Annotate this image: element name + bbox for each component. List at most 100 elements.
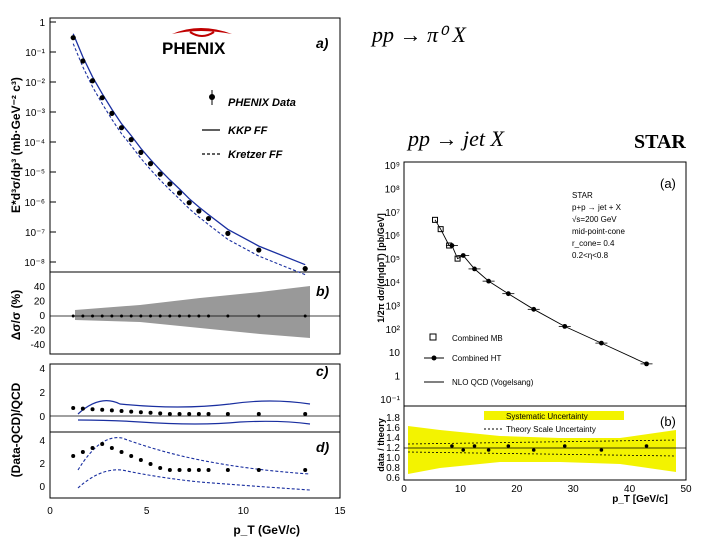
residual-d-point (177, 468, 182, 472)
phenix-data-point (147, 161, 154, 167)
ylabel-top: E*d³σ/dp³ (mb·GeV⁻² c³) (9, 77, 23, 213)
residual-d-point (187, 468, 192, 472)
ht-data-point (486, 278, 491, 284)
left-y-tick-d: 0 (39, 482, 45, 493)
right-y-tick-b: 1.2 (386, 443, 400, 454)
residual-c-point (100, 407, 105, 412)
left-y-tick-d: 2 (39, 459, 45, 470)
right-y-tick-b: 0.6 (386, 473, 400, 484)
residual-b-point (81, 314, 85, 318)
right-ylabel-bottom: data / theory (376, 418, 386, 472)
left-figure: PHENIX a) b) c) d) PHENIX Data KKP FF Kr… (9, 17, 341, 537)
left-y-tick-a: 10⁻⁶ (24, 198, 45, 209)
left-y-tick-c: 2 (39, 388, 45, 399)
residual-b-point (120, 314, 124, 318)
right-figure: (a) (b) 1/2π dσ/(dηdpT) [pb/GeV] data / … (376, 161, 687, 505)
systematic-band (408, 426, 676, 474)
phenix-data-point (196, 208, 202, 214)
left-x-tick: 0 (47, 506, 53, 517)
residual-c-point (196, 412, 201, 416)
residual-b-point (168, 314, 172, 318)
panel-label-b: b) (316, 283, 330, 299)
residual-d-point (119, 450, 124, 454)
ratio-point (599, 448, 604, 452)
right-x-tick: 30 (568, 484, 580, 495)
right-y-tick-a: 10³ (386, 301, 401, 312)
residual-d-point (256, 468, 261, 472)
ylabel-low: (Data-QCD)/QCD (9, 382, 23, 477)
info-line-4: r_cone= 0.4 (572, 239, 615, 248)
uncertainty-band-b (75, 286, 310, 338)
curve-d-upper (77, 437, 311, 475)
phenix-logo-text: PHENIX (162, 39, 226, 58)
right-panel-a-frame (403, 161, 687, 407)
residual-d-point (225, 468, 230, 472)
ratio-point (486, 448, 491, 452)
mb-data-point (454, 255, 461, 262)
residual-b-point (71, 314, 75, 318)
legend-theory-scale: Theory Scale Uncertainty (506, 425, 596, 434)
legend-combined-ht: Combined HT (452, 354, 501, 363)
residual-b-point (303, 314, 307, 318)
right-y-tick-a: 10² (386, 325, 401, 336)
right-x-tick: 50 (680, 484, 692, 495)
residual-b-point (178, 314, 182, 318)
right-panel-label-a: (a) (660, 176, 676, 191)
panel-b-frame (49, 271, 341, 355)
right-x-tick: 40 (624, 484, 636, 495)
residual-b-point (197, 314, 201, 318)
residual-d-point (206, 468, 211, 472)
residual-d-point (138, 458, 143, 462)
ratio-point (506, 444, 511, 448)
info-line-3: mid-point-cone (572, 227, 625, 236)
legend-band-swatch (484, 411, 624, 420)
ht-data-point (472, 266, 477, 272)
left-y-tick-b: 40 (34, 282, 46, 293)
info-line-5: 0.2<η<0.8 (572, 251, 609, 260)
residual-c-point (109, 408, 114, 413)
xlabel-left: p_T (GeV/c) (233, 523, 300, 537)
right-x-tick: 10 (455, 484, 467, 495)
right-y-tick-a: 10⁷ (385, 208, 400, 219)
residual-d-point (196, 468, 201, 472)
curve-d-lower (77, 469, 311, 491)
star-label: STAR (634, 131, 686, 153)
phenix-logo: PHENIX (162, 28, 232, 58)
left-x-tick: 15 (334, 506, 346, 517)
legend-kretzer: Kretzer FF (228, 149, 283, 161)
residual-c-point (167, 412, 172, 416)
residual-d-point (90, 446, 95, 450)
phenix-data-point (176, 190, 183, 196)
formula-jet: pp → jet X (406, 126, 505, 151)
ht-data-point (562, 323, 568, 329)
phenix-data-point (89, 78, 96, 84)
ratio-point (461, 448, 466, 452)
residual-c-point (158, 411, 163, 416)
phenix-data-point (205, 215, 212, 222)
star-info-box: STAR p+p → jet + X √s=200 GeV mid-point-… (572, 191, 625, 260)
left-y-tick-b: 20 (34, 297, 46, 308)
residual-c-point (187, 412, 192, 416)
right-y-tick-a: 10⁶ (385, 231, 400, 242)
phenix-data-point (138, 149, 144, 156)
formula-pi0: pp → π⁰ X (370, 22, 467, 47)
ratio-point (472, 444, 477, 448)
left-y-tick-d: 4 (39, 436, 45, 447)
curve-c-lower (77, 419, 311, 425)
residual-c-point (206, 412, 211, 416)
left-y-tick-a: 1 (39, 18, 45, 29)
left-legend: PHENIX Data KKP FF Kretzer FF (202, 90, 296, 161)
ylabel-mid: Δσ/σ (%) (9, 290, 23, 340)
left-y-tick-c: 4 (39, 364, 45, 375)
left-y-tick-b: -20 (31, 326, 46, 337)
ratio-point (562, 444, 567, 448)
residual-b-point (158, 314, 162, 318)
phenix-data-point (157, 171, 163, 177)
residual-b-point (91, 314, 95, 318)
curve-c-upper (77, 400, 311, 415)
right-x-tick: 20 (511, 484, 523, 495)
right-panel-label-b: (b) (660, 414, 676, 429)
right-x-tick: 0 (401, 484, 407, 495)
legend-kkp: KKP FF (228, 125, 268, 137)
